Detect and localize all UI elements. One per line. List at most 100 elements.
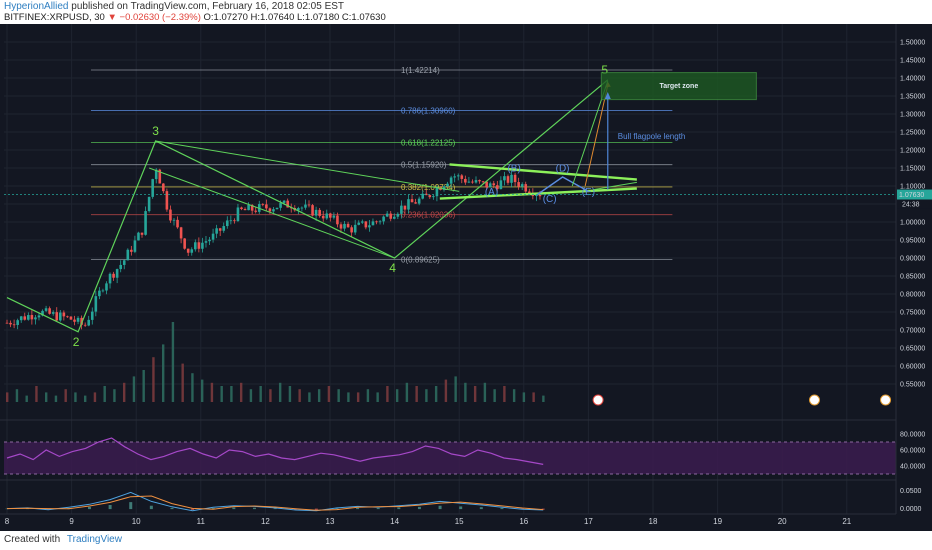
annotations[interactable]: (A) (B) (C) (D) (E) Target zone Bull flagpole … — [439, 72, 892, 406]
candle-body — [353, 224, 357, 233]
candle-body — [343, 223, 346, 229]
candle-body — [307, 204, 311, 206]
candle-body — [151, 179, 154, 197]
triangle-upper-line[interactable] — [449, 163, 637, 181]
candle-body — [389, 213, 393, 219]
candle-body — [446, 183, 449, 187]
elliott-waves[interactable]: 2 3 4 5 — [6, 63, 608, 349]
candle-body — [122, 260, 126, 265]
target-zone[interactable] — [600, 72, 757, 101]
price-tick-label: 0.60000 — [900, 364, 925, 371]
event-marker-icon[interactable] — [809, 394, 820, 406]
candle-body — [37, 315, 41, 318]
candle-body — [133, 240, 137, 252]
price-axis[interactable]: 1.50000 1.45000 1.40000 1.35000 1.30000 1.250… — [4, 24, 932, 531]
wave-label-4: 4 — [389, 261, 396, 275]
candle-body — [44, 308, 48, 311]
macd-histogram-bar — [5, 508, 9, 510]
macd-histogram-bar — [438, 505, 442, 510]
volume-bar — [415, 386, 418, 402]
volume-bar — [161, 344, 165, 402]
volume-bar — [278, 382, 282, 402]
candle-body — [66, 316, 69, 318]
macd-histogram-bar — [479, 507, 483, 510]
volume-bar — [542, 395, 545, 402]
volume-bar — [327, 386, 331, 402]
candle-body — [535, 194, 538, 196]
macd-histogram-bar — [376, 508, 380, 510]
macd-histogram-bar — [314, 508, 318, 510]
macd-histogram-bar — [252, 507, 256, 510]
candle-body — [456, 175, 460, 177]
sub-wave-label: (C) — [543, 194, 557, 205]
candle-body — [336, 215, 339, 225]
volume-bar — [512, 389, 516, 402]
candle-body — [9, 322, 12, 325]
candle-body — [520, 184, 524, 187]
candle-body — [162, 183, 165, 192]
time-tick-label: 17 — [584, 517, 593, 526]
candle-body — [208, 239, 211, 242]
candle-body — [488, 183, 492, 188]
candle-body — [400, 205, 403, 214]
candle-body — [361, 221, 364, 223]
flagpole-arrowhead — [604, 92, 611, 99]
author-link[interactable]: HyperionAllied — [4, 1, 69, 12]
candle-body — [321, 215, 325, 219]
candle-body — [460, 175, 464, 179]
volume-bar — [347, 392, 350, 402]
flagpole-label: Bull flagpole length — [618, 132, 686, 141]
candle-body — [492, 183, 496, 186]
candle-body — [506, 176, 510, 183]
candle-body — [378, 221, 382, 223]
candle-body — [442, 186, 446, 190]
wave-label-2: 2 — [73, 335, 80, 349]
volume-bar — [386, 386, 389, 402]
time-tick-label: 16 — [519, 517, 528, 526]
candle-body — [538, 194, 542, 197]
candle-body — [350, 227, 353, 233]
candle-body — [58, 312, 62, 321]
candle-body — [137, 232, 140, 241]
volume-bar — [473, 386, 477, 402]
price-chart[interactable]: 1(1.42214) 0.786(1.30960) 0.618(1.22125) 0.… — [0, 24, 932, 531]
candle-body — [55, 312, 59, 321]
fib-retracement[interactable]: 1(1.42214) 0.786(1.30960) 0.618(1.22125) 0.… — [90, 66, 673, 264]
price-tick-label: 1.30000 — [900, 112, 925, 119]
candle-body — [225, 220, 229, 227]
fib-level-label: 0(0.89625) — [401, 255, 440, 264]
time-axis[interactable]: 8 9 10 11 12 13 14 15 16 17 18 19 20 21 — [0, 513, 896, 526]
candle-body — [261, 204, 265, 205]
ohlc-values: O:1.07270 H:1.07640 L:1.07180 C:1.07630 — [203, 12, 386, 23]
volume-bar — [493, 389, 496, 402]
candle-body — [186, 248, 190, 253]
candle-body — [268, 208, 272, 212]
candle-body — [34, 317, 37, 320]
volume-bar — [93, 392, 97, 402]
rsi-line — [6, 437, 544, 465]
tradingview-logo[interactable]: TradingView — [66, 534, 122, 545]
volume-bar — [425, 389, 428, 402]
candle-body — [382, 216, 385, 222]
candle-body — [80, 317, 83, 325]
macd-histogram-bar — [211, 508, 215, 510]
candle-body — [481, 181, 485, 183]
volume-bar — [113, 389, 116, 402]
volume-bar — [405, 382, 409, 402]
candle-body — [375, 221, 378, 223]
macd-histogram-bar — [170, 507, 174, 510]
event-marker-icon[interactable] — [592, 394, 604, 406]
volume-bar — [25, 395, 28, 402]
volume-bar — [337, 389, 340, 402]
candle-body — [485, 181, 488, 188]
macd-histogram-bar — [129, 502, 133, 510]
candle-body — [325, 213, 329, 219]
wave-label-5: 5 — [601, 63, 608, 77]
candle-body — [424, 193, 428, 196]
candle-body — [339, 224, 343, 229]
volume-bar — [532, 392, 535, 402]
time-tick-label: 15 — [455, 517, 464, 526]
candle-body — [496, 185, 499, 190]
event-marker-icon[interactable] — [880, 394, 892, 406]
macd-histogram-bar — [149, 505, 153, 510]
